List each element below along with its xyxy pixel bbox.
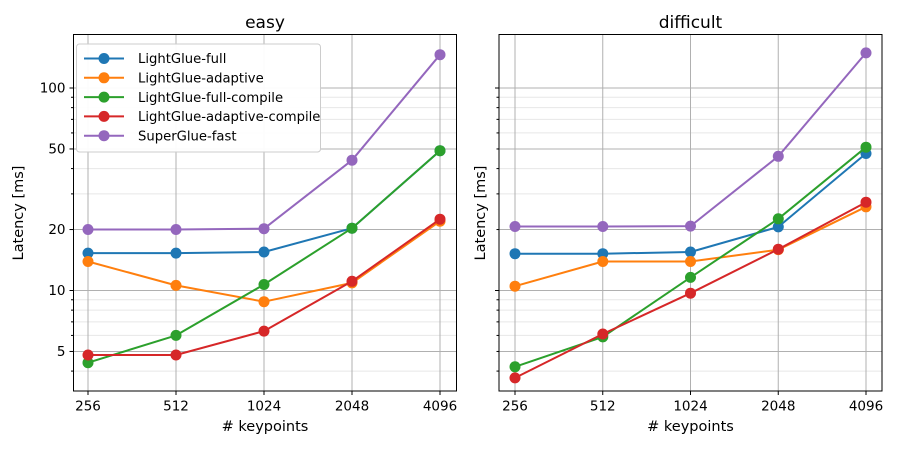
series-marker-SuperGlue-fast [772,150,784,162]
y-tick-label: 100 [40,81,66,97]
series-marker-LightGlue-full-compile [772,213,784,225]
series-marker-LightGlue-full-compile [860,141,872,153]
series-marker-SuperGlue-fast [258,223,270,235]
series-marker-LightGlue-adaptive [597,256,609,267]
series-marker-LightGlue-adaptive-compile [82,349,94,361]
plot-title-difficult: difficult [658,13,723,33]
series-marker-SuperGlue-fast [346,154,358,166]
x-axis-label-difficult: # keypoints [647,419,734,435]
series-marker-SuperGlue-fast [685,220,696,232]
series-marker-LightGlue-full-compile [82,357,94,369]
y-tick-label: 5 [57,344,66,360]
legend-label: LightGlue-adaptive-compile [138,110,320,125]
legend-item-LightGlue-full-compile: LightGlue-full-compile [84,91,283,106]
series-marker-LightGlue-full-compile [509,361,521,373]
series-marker-LightGlue-full-compile [258,279,270,290]
subplot-easy: 5 10 20 50 100 256 512 1024 2048 4096 LightGlue-fu… [40,34,457,415]
legend-label: LightGlue-full-compile [138,91,283,106]
series-marker-LightGlue-adaptive [258,296,270,308]
axes-spines [73,34,457,392]
series-marker-LightGlue-full [772,221,784,233]
subplot-difficult: 256 512 1024 2048 4096 [495,34,883,415]
legend-marker [98,72,110,84]
series-marker-LightGlue-full [170,247,182,259]
series-marker-SuperGlue-fast [434,49,446,61]
series-marker-LightGlue-adaptive-compile [860,196,872,208]
legend-item-SuperGlue-fast: SuperGlue-fast [84,129,237,144]
series-marker-SuperGlue-fast [597,221,609,232]
series-marker-LightGlue-full-compile [685,271,696,283]
y-axis-label-easy: Latency [ms] [11,165,27,261]
series-marker-LightGlue-full [509,248,521,260]
series-marker-LightGlue-adaptive [509,280,521,292]
series-marker-LightGlue-adaptive-compile [170,349,182,361]
series-marker-LightGlue-adaptive-compile [597,328,609,340]
series-marker-LightGlue-adaptive [170,279,182,291]
x-tick-label: 2048 [761,399,795,415]
series-marker-LightGlue-adaptive-compile [434,213,446,225]
x-tick-label: 2048 [335,399,369,415]
series-marker-LightGlue-adaptive [82,256,94,267]
x-tick-label: 4096 [423,399,457,415]
series-marker-SuperGlue-fast [170,224,182,235]
legend-label: LightGlue-full [138,52,226,67]
plot-title-easy: easy [245,13,285,33]
x-tick-label: 512 [163,399,189,415]
series-marker-LightGlue-full [258,246,270,258]
legend-item-LightGlue-full: LightGlue-full [84,52,226,67]
legend-marker [98,91,110,103]
series-marker-SuperGlue-fast [82,224,94,235]
series-marker-LightGlue-full [82,247,94,259]
series-marker-LightGlue-adaptive-compile [509,372,521,384]
series-marker-LightGlue-full-compile [346,222,358,234]
series-marker-LightGlue-full [597,248,609,260]
legend-item-LightGlue-adaptive-compile: LightGlue-adaptive-compile [84,110,320,125]
legend-marker [98,110,110,122]
series-marker-SuperGlue-fast [509,221,521,232]
legend-box [76,43,321,153]
x-tick-label: 512 [590,399,616,415]
x-tick-label: 1024 [247,399,281,415]
y-tick-label: 10 [48,283,65,299]
legend-marker [98,53,110,64]
series-marker-LightGlue-adaptive-compile [772,243,784,255]
legend-label: LightGlue-adaptive [138,72,264,87]
series-marker-LightGlue-adaptive-compile [346,275,358,287]
y-tick-label: 50 [48,142,65,158]
series-marker-LightGlue-full [685,246,696,258]
series-marker-LightGlue-full-compile [434,145,446,157]
x-axis-label-easy: # keypoints [221,419,309,435]
series-marker-LightGlue-adaptive-compile [685,287,696,299]
series-marker-SuperGlue-fast [860,47,872,59]
legend: LightGlue-full LightGlue-adaptive LightGlu… [76,43,321,153]
legend-marker [98,130,110,142]
series-marker-LightGlue-full-compile [170,329,182,341]
x-tick-label: 256 [75,399,101,415]
y-tick-label: 20 [48,222,65,238]
legend-label: SuperGlue-fast [138,129,237,144]
x-tick-label: 1024 [673,399,707,415]
legend-item-LightGlue-adaptive: LightGlue-adaptive [84,72,264,87]
x-tick-label: 256 [502,399,528,415]
y-axis-label-difficult: Latency [ms] [473,165,489,261]
series-marker-LightGlue-adaptive-compile [258,325,270,337]
x-tick-label: 4096 [849,399,883,415]
series-marker-LightGlue-adaptive [685,256,696,267]
